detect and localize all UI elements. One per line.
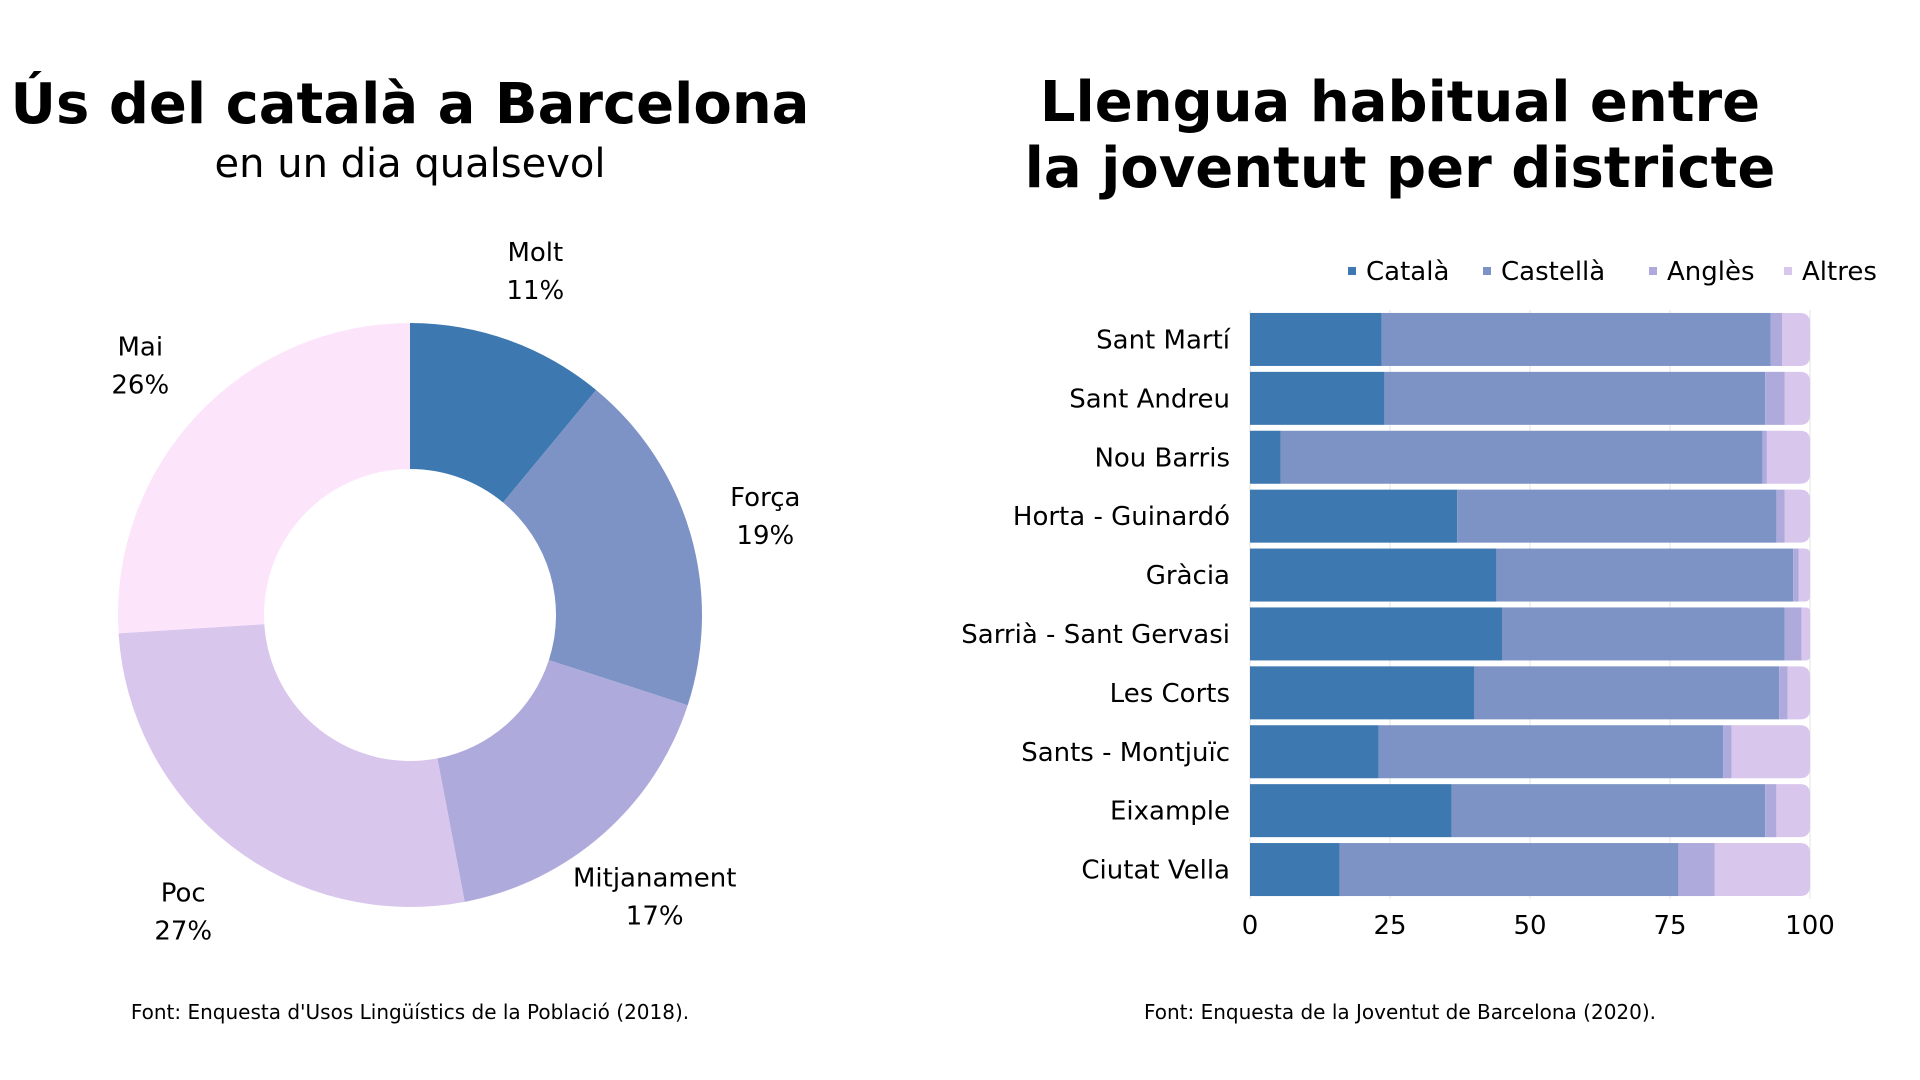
stacked-bar-chart: Sant Martí Sant Andreu Nou Barris Horta - G…: [961, 257, 1877, 941]
bar-eixample-altres: [1776, 784, 1810, 838]
bar-sarria-sant-gervasi-angles: [1784, 607, 1802, 661]
bar-sants-montjuic-altres: [1731, 725, 1810, 779]
donut-slice-poc: [118, 624, 465, 907]
bar-sarria-sant-gervasi-catala: [1250, 607, 1502, 661]
category-label-horta-guinardo: Horta - Guinardó: [1013, 502, 1230, 532]
donut-slice-molt: [410, 323, 597, 503]
donut-chart-title: Ús del català a Barcelona: [10, 72, 810, 137]
category-label-sant-marti: Sant Martí: [1096, 325, 1231, 355]
legend-label-angles: Anglès: [1667, 257, 1755, 287]
donut-value-mai: 26%: [111, 371, 169, 401]
bar-sant-marti-catala: [1250, 312, 1382, 366]
legend-marker-castella: [1483, 267, 1491, 275]
bar-sant-andreu-castella: [1384, 371, 1766, 425]
category-label-sarria-sant-gervasi: Sarrià - Sant Gervasi: [961, 620, 1230, 650]
bar-ciutat-vella-altres: [1714, 843, 1810, 897]
donut-value-poc: 27%: [154, 916, 212, 946]
bar-horta-guinardo-angles: [1776, 489, 1785, 543]
bar-sant-andreu-angles: [1765, 371, 1785, 425]
donut-label-molt: Molt: [507, 238, 563, 268]
bar-chart-title-line-2: la joventut per districte: [1024, 136, 1776, 201]
donut-slice-mitjanament: [437, 660, 688, 902]
bar-eixample-angles: [1765, 784, 1777, 838]
bar-gracia-altres: [1798, 548, 1810, 602]
legend-label-altres: Altres: [1802, 257, 1877, 287]
donut-label-forca: Força: [730, 483, 800, 513]
bar-nou-barris-castella: [1280, 430, 1763, 484]
donut-value-molt: 11%: [506, 276, 564, 306]
bar-les-corts-altres: [1787, 666, 1810, 720]
bar-nou-barris-altres: [1766, 430, 1810, 484]
donut-label-mai: Mai: [117, 333, 163, 363]
category-label-gracia: Gràcia: [1146, 561, 1230, 591]
legend-marker-altres: [1784, 267, 1792, 275]
bar-eixample-castella: [1451, 784, 1766, 838]
bar-les-corts-castella: [1474, 666, 1780, 720]
donut-chart-subtitle: en un dia qualsevol: [214, 141, 606, 187]
bar-gracia-catala: [1250, 548, 1497, 602]
donut-label-poc: Poc: [161, 878, 206, 908]
x-tick-label-75: 75: [1653, 911, 1686, 941]
bar-nou-barris-angles: [1762, 430, 1767, 484]
bar-horta-guinardo-castella: [1457, 489, 1777, 543]
bar-gracia-castella: [1496, 548, 1794, 602]
bar-sarria-sant-gervasi-castella: [1502, 607, 1785, 661]
category-label-ciutat-vella: Ciutat Vella: [1081, 856, 1230, 886]
bar-sarria-sant-gervasi-altres: [1801, 607, 1810, 661]
legend-label-castella: Castellà: [1501, 257, 1605, 287]
bar-horta-guinardo-catala: [1250, 489, 1458, 543]
bar-sants-montjuic-angles: [1723, 725, 1732, 779]
bar-gracia-angles: [1793, 548, 1799, 602]
bar-sant-marti-angles: [1770, 312, 1782, 366]
bar-nou-barris-catala: [1250, 430, 1281, 484]
bar-ciutat-vella-catala: [1250, 843, 1340, 897]
bar-eixample-catala: [1250, 784, 1452, 838]
bar-sant-marti-castella: [1381, 312, 1771, 366]
legend-marker-angles: [1649, 267, 1657, 275]
donut-label-mitjanament: Mitjanament: [573, 864, 736, 894]
donut-value-mitjanament: 17%: [626, 902, 684, 932]
category-label-sant-andreu: Sant Andreu: [1069, 384, 1230, 414]
bar-les-corts-catala: [1250, 666, 1474, 720]
bar-chart-title-line-1: Llengua habitual entre: [1039, 70, 1761, 135]
bar-ciutat-vella-angles: [1678, 843, 1715, 897]
x-tick-label-25: 25: [1373, 911, 1406, 941]
bar-sant-andreu-altres: [1784, 371, 1810, 425]
category-label-sants-montjuic: Sants - Montjuïc: [1021, 738, 1230, 768]
donut-chart: Molt 11% Força 19% Mitjanament 17% Poc 27% Mai 26…: [111, 238, 800, 946]
donut-chart-source: Font: Enquesta d'Usos Lingüístics de la …: [130, 1000, 690, 1024]
bar-horta-guinardo-altres: [1784, 489, 1810, 543]
bar-sant-andreu-catala: [1250, 371, 1385, 425]
bar-sants-montjuic-castella: [1378, 725, 1724, 779]
category-label-eixample: Eixample: [1110, 797, 1230, 827]
bar-ciutat-vella-castella: [1339, 843, 1679, 897]
bar-sant-marti-altres: [1782, 312, 1810, 366]
category-label-les-corts: Les Corts: [1110, 679, 1230, 709]
left-chart-panel: Ús del català a Barcelona en un dia qual…: [0, 0, 820, 1080]
donut-slice-mai: [117, 323, 410, 634]
category-label-nou-barris: Nou Barris: [1094, 443, 1230, 473]
x-tick-label-0: 0: [1242, 911, 1259, 941]
x-tick-label-50: 50: [1513, 911, 1546, 941]
x-tick-label-100: 100: [1785, 911, 1835, 941]
bar-chart-source: Font: Enquesta de la Joventut de Barcelo…: [1143, 1000, 1657, 1024]
bar-les-corts-angles: [1779, 666, 1788, 720]
donut-value-forca: 19%: [736, 521, 794, 551]
right-chart-panel: Llengua habitual entre la joventut per d…: [900, 0, 1900, 1080]
bar-sants-montjuic-catala: [1250, 725, 1379, 779]
donut-slice-forca: [503, 390, 702, 706]
legend-marker-catala: [1348, 267, 1356, 275]
legend-label-catala: Català: [1366, 257, 1449, 287]
